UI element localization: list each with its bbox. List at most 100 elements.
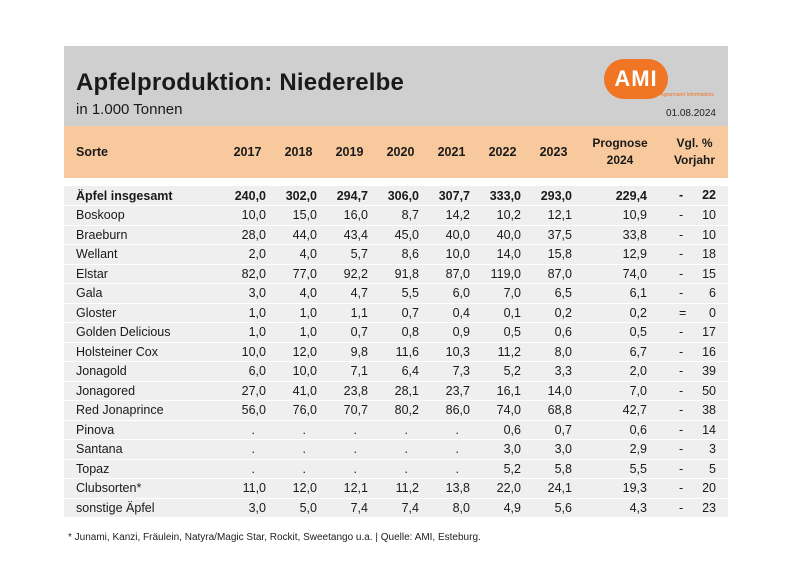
change-percent: 39 [702, 364, 716, 378]
year-value-cell: . [273, 420, 324, 440]
prognose-value-cell: 6,7 [579, 342, 661, 362]
table-row: Boskoop 10,0 15,0 16,0 8,7 14,2 10,2 12,1 10,9 - 1… [64, 205, 728, 226]
vgl-cell: - 23 [661, 498, 728, 518]
year-value-cell: . [273, 459, 324, 479]
year-value-cell: 0,1 [477, 303, 528, 323]
change-sign: - [679, 500, 684, 515]
year-value-cell: 6,0 [426, 283, 477, 304]
change-percent: 16 [702, 344, 716, 359]
year-value-cell: 7,4 [375, 498, 426, 518]
prognose-value-cell: 33,8 [579, 225, 661, 245]
col-header-year: 2020 [386, 145, 415, 159]
change-sign: - [679, 481, 684, 495]
prognose-value-cell: 6,1 [579, 283, 661, 304]
year-value-cell: 28,0 [222, 225, 273, 245]
year-value-cell: 37,5 [528, 225, 579, 245]
year-value-cell: 5,7 [324, 244, 375, 265]
year-value-cell: 91,8 [375, 264, 426, 284]
col-header-vgl: Vgl. % Vorjahr [661, 126, 728, 178]
vgl-cell: -6 [661, 283, 728, 304]
logo-tagline: Agrarmarkt Informations [660, 92, 714, 98]
table-row: Clubsorten* 11,0 12,0 12,1 11,2 13,8 22,0 24,1 1… [64, 478, 728, 499]
year-value-cell: 294,7 [324, 186, 375, 206]
year-value-cell: 12,0 [273, 342, 324, 362]
change-sign: - [679, 266, 684, 281]
year-value-cell: 27,0 [222, 381, 273, 401]
col-header-year: 2021 [437, 145, 466, 159]
col-header-year: 2019 [335, 145, 364, 159]
table-row: Golden Delicious 1,0 1,0 0,7 0,8 0,9 0,5 0,6 0,5… [64, 322, 728, 343]
vgl-cell: - 16 [661, 342, 728, 362]
prognose-year: 2024 [606, 153, 634, 167]
variety-name: Braeburn [64, 225, 222, 245]
change-sign: - [679, 286, 684, 300]
prognose-value-cell: 42,7 [579, 400, 661, 421]
year-value-cell: 45,0 [375, 225, 426, 245]
change-sign: - [679, 364, 684, 378]
ami-logo: AMI [604, 59, 668, 99]
year-value-cell: 15,0 [273, 205, 324, 226]
change-sign: - [679, 383, 684, 398]
year-value-cell: . [222, 420, 273, 440]
year-value-cell: 40,0 [426, 225, 477, 245]
prognose-label: Prognose [592, 136, 648, 150]
vgl-cell: - 18 [661, 244, 728, 265]
variety-name: Golden Delicious [64, 322, 222, 343]
change-percent: 15 [702, 266, 716, 281]
year-value-cell: . [222, 459, 273, 479]
vgl-cell: - 10 [661, 225, 728, 245]
year-value-cell: 0,2 [528, 303, 579, 323]
col-header-year: 2022 [488, 145, 517, 159]
table-row: Jonagored 27,0 41,0 23,8 28,1 23,7 16,1 14,0 7,0… [64, 381, 728, 401]
change-sign: - [679, 227, 684, 242]
vgl-cell: - 22 [661, 186, 728, 206]
prognose-value-cell: 2,9 [579, 439, 661, 460]
vgl-cell: - 38 [661, 400, 728, 421]
year-value-cell: 77,0 [273, 264, 324, 284]
table-row: sonstige Äpfel 3,0 5,0 7,4 7,4 8,0 4,9 5,6 4,3-2… [64, 498, 728, 518]
year-value-cell: . [426, 439, 477, 460]
change-percent: 38 [702, 403, 716, 417]
year-value-cell: 22,0 [477, 478, 528, 499]
change-sign: - [679, 247, 684, 261]
year-value-cell: 10,0 [273, 361, 324, 382]
year-value-cell: 44,0 [273, 225, 324, 245]
year-value-cell: 7,3 [426, 361, 477, 382]
variety-name: sonstige Äpfel [64, 498, 222, 518]
change-percent: 17 [702, 325, 716, 339]
year-value-cell: 3,0 [477, 439, 528, 460]
year-value-cell: 82,0 [222, 264, 273, 284]
header-spacer [64, 178, 728, 186]
year-value-cell: 40,0 [477, 225, 528, 245]
year-value-cell: 8,6 [375, 244, 426, 265]
year-value-cell: 43,4 [324, 225, 375, 245]
variety-name: Jonagored [64, 381, 222, 401]
change-sign: - [679, 422, 684, 437]
year-value-cell: 23,8 [324, 381, 375, 401]
change-sign: - [679, 188, 684, 202]
prognose-value-cell: 4,3 [579, 498, 661, 518]
year-value-cell: 9,8 [324, 342, 375, 362]
year-value-cell: 7,0 [477, 283, 528, 304]
change-percent: 20 [702, 481, 716, 495]
variety-name: Pinova [64, 420, 222, 440]
year-value-cell: 87,0 [426, 264, 477, 284]
col-header-sorte: Sorte [76, 145, 108, 159]
change-percent: 14 [702, 422, 716, 437]
year-value-cell: 10,3 [426, 342, 477, 362]
vgl-cell: - 39 [661, 361, 728, 382]
variety-name: Gala [64, 283, 222, 304]
year-value-cell: 12,0 [273, 478, 324, 499]
col-header-year: 2017 [233, 145, 262, 159]
year-value-cell: 0,9 [426, 322, 477, 343]
year-value-cell: 2,0 [222, 244, 273, 265]
table-row: Jonagold 6,0 10,0 7,1 6,4 7,3 5,2 3,3 2,0 - 39 [64, 361, 728, 382]
vgl-sublabel: Vorjahr [673, 153, 716, 167]
year-value-cell: 24,1 [528, 478, 579, 499]
year-value-cell: 10,0 [426, 244, 477, 265]
year-value-cell: . [324, 459, 375, 479]
year-value-cell: 10,2 [477, 205, 528, 226]
year-value-cell: . [324, 439, 375, 460]
vgl-cell: - 15 [661, 264, 728, 284]
vgl-cell: - 20 [661, 478, 728, 499]
